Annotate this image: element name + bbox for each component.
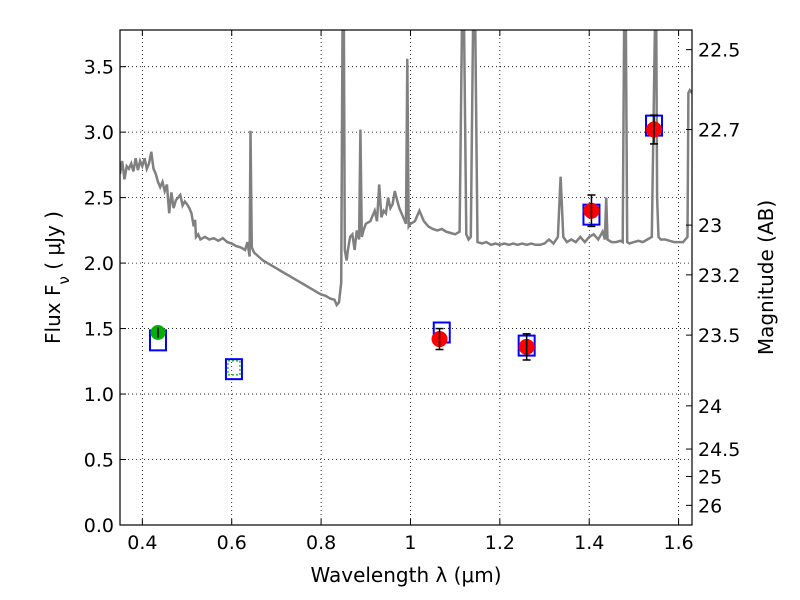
y-tick-label: 2.0 [84,253,114,275]
photometry-markers [148,114,664,381]
x-tick-label: 1 [404,532,416,554]
y2-tick-label: 26 [698,495,722,517]
x-tick-label: 0.8 [306,532,336,554]
y2-axis-label: Magnitude (AB) [754,200,778,355]
y-axis-label: Flux Fν ( μJy ) [41,211,73,344]
y2-tick-label: 22.5 [698,40,740,62]
y-tick-label: 3.5 [84,57,114,79]
y2-tick-label: 24.5 [698,439,740,461]
y2-tick-label: 22.7 [698,120,740,142]
model-spectrum [120,30,692,308]
x-axis-label: Wavelength λ (μm) [310,563,501,587]
x-tick-label: 0.6 [217,532,247,554]
model-square-marker [224,358,243,381]
y2-tick-label: 24 [698,396,722,418]
y-tick-label: 1.5 [84,319,114,341]
y2-tick-label: 23.5 [698,325,740,347]
y2-tick-label: 25 [698,467,722,489]
y2-tick-label: 23.2 [698,265,740,287]
spectrum-line [120,30,692,308]
y2-tick-label: 23 [698,215,722,237]
green-open-square-marker [227,360,241,376]
x-tick-label: 1.2 [485,532,515,554]
axis-ticks: 0.4 0.6 0.8 1 1.2 1.4 1.6 0.0 0.5 1.0 1.5 2.0 2.5 3.0… [84,30,740,554]
x-tick-label: 1.6 [663,532,693,554]
y-tick-label: 2.5 [84,188,114,210]
y-tick-label: 0.0 [84,515,114,537]
y-tick-label: 3.0 [84,122,114,144]
axes-frame [119,29,693,526]
x-tick-label: 1.4 [574,532,604,554]
x-tick-label: 0.4 [127,532,157,554]
y-tick-label: 0.5 [84,450,114,472]
plot-frame [119,29,693,526]
y-tick-label: 1.0 [84,384,114,406]
